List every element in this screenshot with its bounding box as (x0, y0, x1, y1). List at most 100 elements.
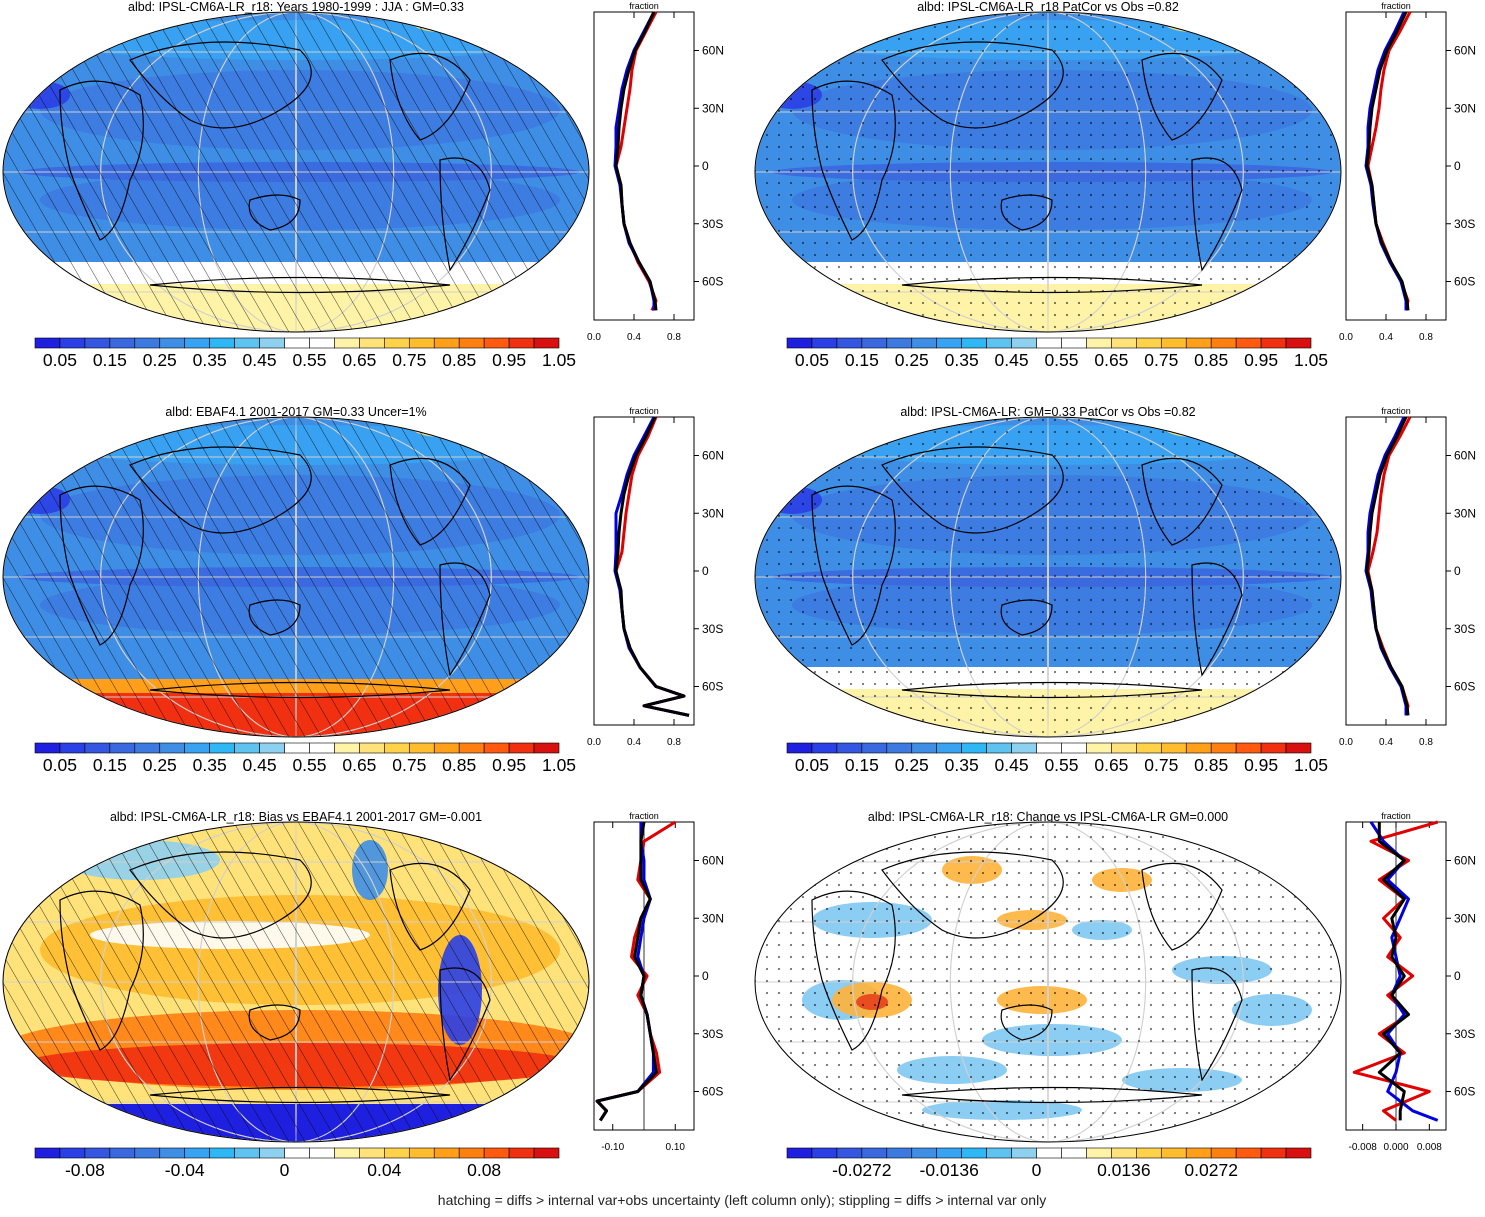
colorbar-label: 0.65 (1094, 755, 1128, 775)
colorbar: -0.0272 -0.0136 0 0.0136 0.0272 (786, 1147, 1312, 1180)
colorbar-label: 0.95 (1244, 755, 1278, 775)
zonal-mean-panel: fraction -0.10 0.10 60N 30N 0 30S 60S (593, 811, 724, 1153)
footer-caption: hatching = diffs > internal var+obs unce… (438, 1192, 1046, 1208)
colorbar-swatch (483, 337, 510, 349)
colorbar-label: 0.05 (795, 350, 829, 370)
colorbar-swatch (986, 742, 1012, 754)
colorbar-swatch (159, 1147, 186, 1159)
colorbar-swatch (1086, 1147, 1112, 1159)
zonal-x-tick-label: 0.4 (627, 332, 641, 343)
colorbar-swatch (786, 337, 813, 349)
colorbar: 0.05 0.15 0.25 0.35 0.45 0.55 0.65 0.75 0.85 0.95… (34, 337, 576, 370)
zonal-x-tick-label: 0.0 (587, 737, 601, 748)
colorbar-swatch (1011, 337, 1037, 349)
colorbar-swatch (109, 337, 136, 349)
colorbar-swatch (886, 1147, 913, 1159)
colorbar-swatch (811, 337, 838, 349)
colorbar-swatch (59, 742, 86, 754)
colorbar-label: 0 (280, 1160, 290, 1180)
zonal-x-tick-label: 0.8 (667, 332, 681, 343)
colorbar-swatch (84, 337, 111, 349)
zonal-x-tick-label: 0.0 (587, 332, 601, 343)
colorbar-swatch (433, 742, 460, 754)
colorbar-label: 0.55 (1044, 350, 1078, 370)
colorbar-swatch (259, 742, 285, 754)
panel-2: albd: IPSL-CM6A-LR_r18 PatCor vs Obs =0.… (754, 0, 1476, 370)
colorbar-swatch (84, 742, 111, 754)
colorbar-swatch (109, 1147, 136, 1159)
colorbar-swatch (1285, 337, 1312, 349)
colorbar-swatch (1160, 337, 1187, 349)
map (755, 822, 1341, 1142)
panel-3: albd: EBAF4.1 2001-2017 GM=0.33 Uncer=1%… (2, 405, 724, 775)
panel-5: albd: IPSL-CM6A-LR_r18: Bias vs EBAF4.1 … (2, 810, 724, 1180)
zonal-lat-label: 0 (702, 564, 709, 578)
colorbar-label: 0.75 (392, 755, 426, 775)
colorbar-swatch (483, 742, 510, 754)
zonal-lat-label: 60N (1454, 854, 1476, 868)
colorbar: 0.05 0.15 0.25 0.35 0.45 0.55 0.65 0.75 0.85 0.95… (786, 337, 1328, 370)
colorbar-swatch (533, 742, 560, 754)
colorbar-swatch (911, 1147, 938, 1159)
zonal-series-line (1377, 822, 1410, 1121)
zonal-x-tick-label: 0.008 (1417, 1142, 1442, 1153)
colorbar-swatch (1185, 1147, 1212, 1159)
colorbar-label: 0.95 (492, 350, 526, 370)
map-border (2, 416, 590, 738)
zonal-lat-label: 60S (1454, 1085, 1475, 1099)
zonal-mean-header: fraction (629, 811, 659, 821)
colorbar-swatch (1185, 337, 1212, 349)
zonal-x-tick-label: -0.008 (1348, 1142, 1377, 1153)
zonal-x-tick-label: 0.8 (1419, 737, 1433, 748)
zonal-mean-header: fraction (629, 1, 659, 11)
colorbar-swatch (433, 1147, 460, 1159)
colorbar-label: 0.75 (392, 350, 426, 370)
zonal-mean-header: fraction (1381, 406, 1411, 416)
zonal-lat-label: 30S (1454, 1027, 1475, 1041)
zonal-x-tick-label: 0.4 (627, 737, 641, 748)
colorbar-label: 0.25 (143, 755, 177, 775)
colorbar-swatch (134, 1147, 161, 1159)
colorbar-swatch (483, 1147, 510, 1159)
colorbar-swatch (1136, 742, 1162, 754)
colorbar-swatch (458, 337, 485, 349)
colorbar-swatch (359, 337, 385, 349)
colorbar-swatch (508, 742, 535, 754)
colorbar-swatch (1136, 337, 1162, 349)
zonal-lat-label: 30S (702, 622, 723, 636)
colorbar-swatch (134, 337, 161, 349)
colorbar-label: 0.65 (342, 755, 376, 775)
colorbar-swatch (936, 1147, 962, 1159)
colorbar-swatch (408, 1147, 435, 1159)
colorbar-swatch (184, 1147, 210, 1159)
zonal-x-tick-label: -0.10 (601, 1142, 624, 1153)
zonal-x-tick-label: 0.000 (1383, 1142, 1408, 1153)
zonal-series-line (1365, 416, 1410, 716)
map-border (754, 821, 1342, 1143)
zonal-series-line (614, 11, 658, 311)
colorbar-swatch (458, 1147, 485, 1159)
colorbar-swatch (184, 337, 210, 349)
zonal-mean-panel: fraction 0.0 0.4 0.8 60N 30N 0 30S 60S (587, 406, 724, 748)
zonal-series-line (614, 416, 690, 717)
zonal-lat-label: 60N (702, 854, 724, 868)
stippling-overlay (755, 822, 1341, 1142)
colorbar: 0.05 0.15 0.25 0.35 0.45 0.55 0.65 0.75 0.85 0.95… (786, 742, 1328, 775)
zonal-lat-label: 30N (1454, 911, 1476, 925)
colorbar-swatch (309, 742, 335, 754)
colorbar-swatch (1285, 1147, 1312, 1159)
colorbar-label: 0.35 (945, 350, 979, 370)
colorbar-label: 0.75 (1144, 755, 1178, 775)
colorbar-label: 0 (1032, 1160, 1042, 1180)
colorbar-label: 0.85 (1194, 350, 1228, 370)
colorbar-label: 0.25 (895, 350, 929, 370)
colorbar-label: 1.05 (542, 350, 576, 370)
zonal-lat-label: 0 (702, 159, 709, 173)
colorbar-swatch (134, 742, 161, 754)
colorbar-swatch (1061, 337, 1087, 349)
colorbar-label: 0.75 (1144, 350, 1178, 370)
colorbar-label: 0.05 (43, 755, 77, 775)
colorbar-swatch (786, 1147, 813, 1159)
zonal-lat-label: 30N (1454, 506, 1476, 520)
colorbar-swatch (533, 337, 560, 349)
